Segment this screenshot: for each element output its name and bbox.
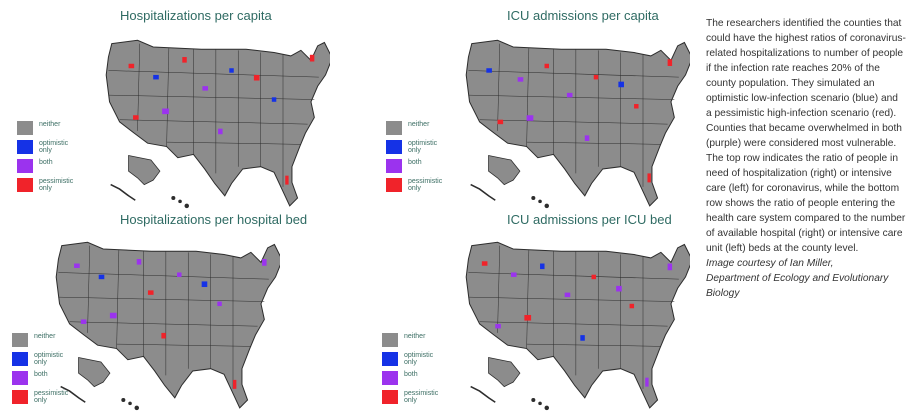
swatch (17, 178, 33, 192)
us-map (55, 241, 280, 411)
legend-item-pessimistic: pessimistic only (12, 389, 82, 408)
swatch (386, 178, 402, 192)
panel-title: ICU admissions per capita (507, 8, 659, 23)
swatch (17, 159, 33, 173)
legend-label: both (39, 159, 53, 166)
legend-item-optimistic: optimistic only (12, 351, 82, 370)
us-map (465, 241, 690, 411)
credit-line-2: Department of Ecology and Evolutionary B… (706, 273, 889, 299)
figure-caption: The researchers identified the counties … (706, 16, 906, 301)
swatch (12, 333, 28, 347)
county-highlights (481, 261, 673, 387)
county-highlights (74, 259, 267, 389)
us-map (105, 39, 330, 209)
image-credit: Image courtesy of Ian Miller, Department… (706, 256, 906, 301)
legend-item-optimistic: optimistic only (386, 139, 456, 158)
swatch (17, 140, 33, 154)
legend-label: pessimistic only (404, 390, 439, 404)
map-legend: neither optimistic only both pessimistic… (386, 120, 456, 196)
credit-line-1: Image courtesy of Ian Miller, (706, 258, 834, 269)
legend-item-neither: neither (17, 120, 87, 139)
swatch (12, 352, 28, 366)
legend-item-neither: neither (386, 120, 456, 139)
legend-item-neither: neither (12, 332, 82, 351)
legend-label: optimistic only (404, 352, 434, 366)
county-highlights (128, 54, 315, 185)
legend-item-pessimistic: pessimistic only (17, 177, 87, 196)
swatch (12, 390, 28, 404)
swatch (17, 121, 33, 135)
legend-item-both: both (12, 370, 82, 389)
legend-item-pessimistic: pessimistic only (386, 177, 456, 196)
legend-label: neither (34, 333, 56, 340)
legend-item-neither: neither (382, 332, 452, 351)
legend-label: both (404, 371, 418, 378)
legend-item-both: both (386, 158, 456, 177)
legend-label: neither (408, 121, 430, 128)
swatch (382, 371, 398, 385)
caption-text: The researchers identified the counties … (706, 18, 906, 254)
swatch (12, 371, 28, 385)
legend-item-optimistic: optimistic only (17, 139, 87, 158)
swatch (386, 159, 402, 173)
legend-item-both: both (17, 158, 87, 177)
map-legend: neither optimistic only both pessimistic… (12, 332, 82, 408)
legend-label: neither (404, 333, 426, 340)
legend-label: neither (39, 121, 61, 128)
legend-label: pessimistic only (408, 178, 443, 192)
map-legend: neither optimistic only both pessimistic… (382, 332, 452, 408)
legend-label: pessimistic only (39, 178, 74, 192)
legend-item-both: both (382, 370, 452, 389)
legend-label: optimistic only (408, 140, 438, 154)
swatch (386, 140, 402, 154)
swatch (382, 352, 398, 366)
legend-label: optimistic only (39, 140, 69, 154)
us-map (465, 39, 690, 209)
legend-label: pessimistic only (34, 390, 69, 404)
legend-item-pessimistic: pessimistic only (382, 389, 452, 408)
swatch (386, 121, 402, 135)
legend-label: both (408, 159, 422, 166)
panel-title: ICU admissions per ICU bed (507, 212, 672, 227)
legend-label: both (34, 371, 48, 378)
county-highlights (486, 59, 673, 183)
legend-label: optimistic only (34, 352, 64, 366)
legend-item-optimistic: optimistic only (382, 351, 452, 370)
panel-title: Hospitalizations per hospital bed (120, 212, 308, 227)
swatch (382, 390, 398, 404)
panel-title: Hospitalizations per capita (120, 8, 272, 23)
map-legend: neither optimistic only both pessimistic… (17, 120, 87, 196)
swatch (382, 333, 398, 347)
